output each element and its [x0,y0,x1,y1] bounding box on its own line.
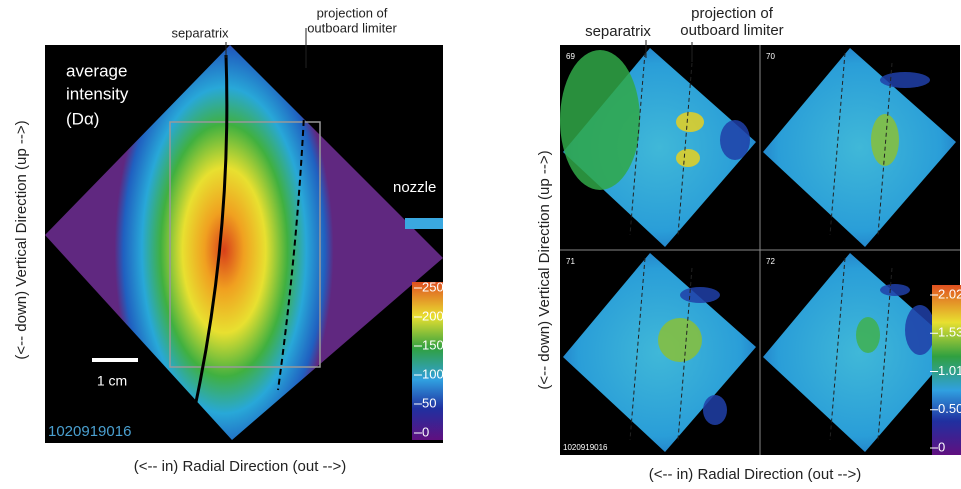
roi-box [169,121,321,368]
colorbar-label: 1.01 [938,363,961,378]
intensity-blob [905,305,935,355]
frame-image [763,253,956,452]
colorbar-label: 100 [422,366,444,381]
separatrix-line [629,257,646,441]
shot-id: 1020919016 [563,443,608,452]
intensity-label: average [66,61,127,80]
limiter-label: projection of [691,5,774,22]
colorbar-label: 1.53 [938,325,961,340]
limiter-line [677,267,693,441]
x-axis-label: (<-- in) Radial Direction (out -->) [649,466,862,483]
limiter-line [877,62,893,236]
colorbar-label: 0.50 [938,401,961,416]
colorbar-label: 50 [422,395,436,410]
intensity-blob [680,287,720,303]
intensity-blob [560,50,640,190]
separatrix-label: separatrix [585,23,651,40]
colorbar [932,285,961,455]
limiter-label: projection of [317,5,388,20]
frame-image [763,48,956,247]
frame-label: 70 [766,52,775,61]
nozzle [405,218,443,229]
intensity-blob [871,114,899,166]
frame-label: 72 [766,257,775,266]
intensity-map [45,45,443,440]
intensity-blob [676,112,704,132]
colorbar-label: 150 [422,337,444,352]
intensity-blob [658,318,702,362]
separatrix-line [829,52,846,236]
separatrix-line [194,54,229,403]
y-axis-label: (<-- down) Vertical Direction (up -->) [13,120,30,359]
x-axis-label: (<-- in) Radial Direction (out -->) [134,458,347,475]
colorbar-label: 2.02 [938,286,961,301]
intensity-blob [856,317,880,353]
nozzle-label: nozzle [393,179,436,196]
intensity-blob [880,284,910,296]
colorbar [412,282,443,440]
intensity-blob [703,395,727,425]
frame-label: 71 [566,257,575,266]
colorbar-label: 0 [938,439,945,454]
limiter-line [677,62,693,236]
shot-id: 1020919016 [48,423,131,440]
limiter-line [277,69,307,391]
intensity-label: (Dα) [66,109,99,128]
frame-label: 69 [566,52,575,61]
intensity-blob [880,72,930,88]
separatrix-line [829,257,846,441]
intensity-label: intensity [66,84,129,103]
right-panel: 69 70 71 72 separatrix projection of outboa… [536,5,961,483]
intensity-blob [676,149,700,167]
intensity-blob [720,120,750,160]
colorbar-label: 0 [422,424,429,439]
limiter-label: outboard limiter [307,20,397,35]
limiter-label: outboard limiter [680,22,783,39]
scale-label: 1 cm [97,373,127,389]
separatrix-label: separatrix [171,25,229,40]
left-panel: separatrix projection of outboard limite… [13,5,444,475]
limiter-line [877,267,893,441]
colorbar-label: 200 [422,308,444,323]
separatrix-line [629,52,646,236]
colorbar-label: 250 [422,279,444,294]
y-axis-label: (<-- down) Vertical Direction (up -->) [536,150,553,389]
